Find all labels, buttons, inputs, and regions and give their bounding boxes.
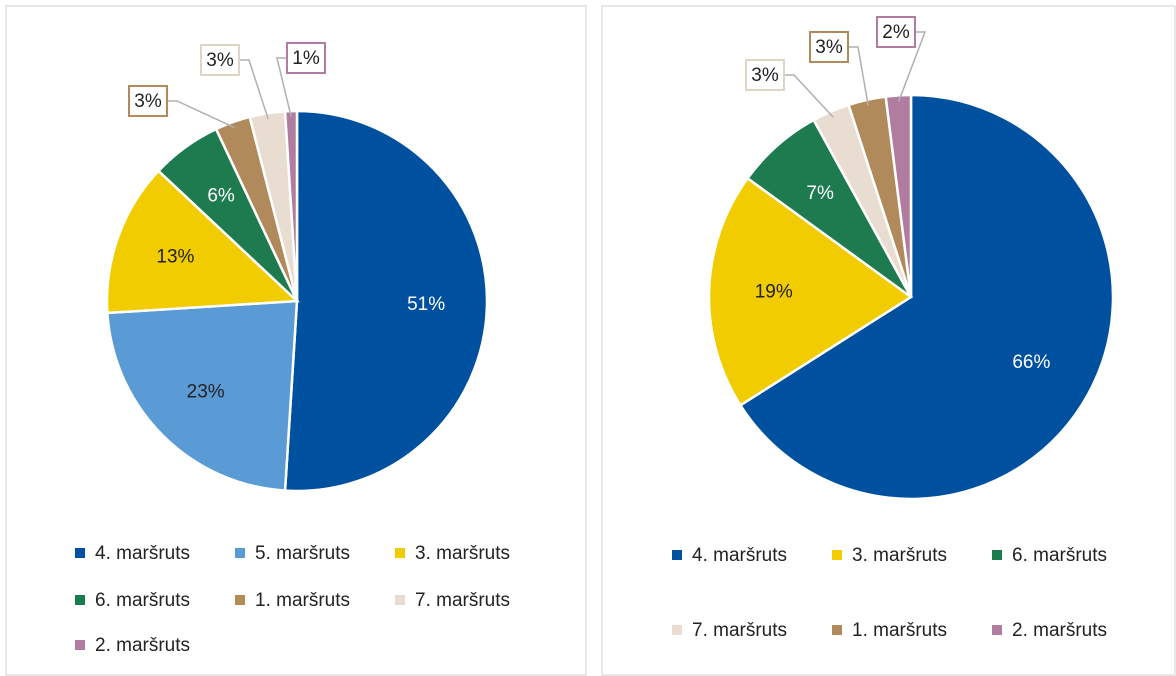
legend-label: 7. maršruts	[692, 620, 787, 641]
legend-label: 5. maršruts	[255, 543, 350, 564]
label-box	[809, 31, 849, 63]
leader-line	[897, 31, 927, 102]
data-label: 13%	[156, 246, 194, 267]
legend-swatch	[75, 548, 85, 558]
legend-swatch	[672, 550, 682, 560]
label-box	[745, 59, 785, 91]
data-label: 1%	[292, 48, 320, 69]
label-box	[876, 16, 916, 48]
legend-swatch	[832, 625, 842, 635]
data-label: 3%	[751, 65, 779, 86]
data-label: 3%	[134, 91, 162, 112]
data-label: 2%	[882, 22, 910, 43]
legend-label: 3. maršruts	[415, 543, 510, 564]
label-box	[286, 42, 326, 74]
leader-line	[276, 57, 292, 117]
pie-slice	[707, 176, 914, 407]
data-label: 6%	[207, 185, 235, 206]
data-label: 3%	[206, 50, 234, 71]
label-box	[200, 44, 240, 76]
legend-label: 4. maršruts	[95, 543, 190, 564]
legend-swatch	[75, 595, 85, 605]
data-label: 66%	[1012, 352, 1050, 373]
pie-slice	[283, 109, 489, 493]
label-box	[128, 85, 168, 117]
legend-label: 2. maršruts	[95, 635, 190, 656]
leader-line	[848, 46, 869, 106]
legend-swatch	[672, 625, 682, 635]
data-label: 19%	[755, 282, 793, 303]
data-label: 3%	[815, 37, 843, 58]
legend-swatch	[75, 640, 85, 650]
leader-line	[167, 100, 235, 129]
legend-swatch	[395, 595, 405, 605]
legend-label: 3. maršruts	[852, 545, 947, 566]
legend-label: 4. maršruts	[692, 545, 787, 566]
legend-label: 6. maršruts	[1012, 545, 1107, 566]
data-label: 23%	[187, 381, 225, 402]
legend-label: 7. maršruts	[415, 590, 510, 611]
legend-swatch	[395, 548, 405, 558]
legend-swatch	[235, 548, 245, 558]
legend-swatch	[992, 625, 1002, 635]
leader-line	[239, 59, 269, 120]
data-label: 51%	[407, 294, 445, 315]
legend-swatch	[832, 550, 842, 560]
legend-label: 1. maršruts	[255, 590, 350, 611]
pie-slice	[738, 93, 1115, 501]
legend-label: 6. maršruts	[95, 590, 190, 611]
leader-line	[784, 74, 834, 118]
data-label: 7%	[806, 183, 834, 204]
pie-slice	[283, 109, 299, 302]
legend-label: 2. maršruts	[1012, 620, 1107, 641]
legend-swatch	[235, 595, 245, 605]
legend-label: 1. maršruts	[852, 620, 947, 641]
pie-slice	[884, 93, 913, 298]
pie-slice	[106, 299, 299, 492]
legend-swatch	[992, 550, 1002, 560]
pie-slice	[105, 169, 300, 315]
